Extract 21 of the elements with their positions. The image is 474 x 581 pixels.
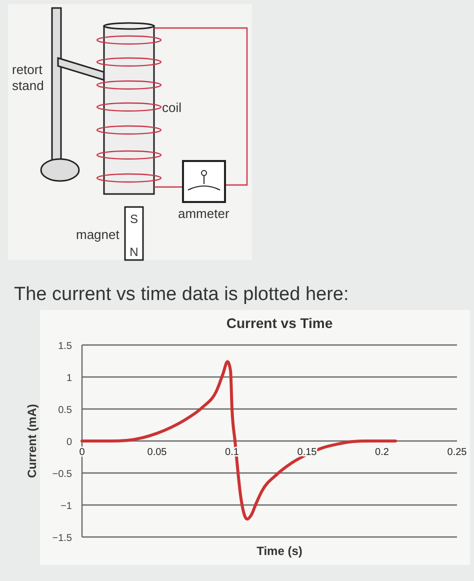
text: magnet bbox=[76, 227, 120, 242]
y-tick-label: −0.5 bbox=[52, 469, 72, 480]
text: ammeter bbox=[178, 206, 230, 221]
text: The current vs time data is plotted here: bbox=[14, 284, 349, 305]
text: N bbox=[130, 245, 138, 259]
y-tick-label: −1.5 bbox=[52, 533, 72, 544]
line-series bbox=[80, 360, 397, 521]
y-tick-label: 1 bbox=[66, 373, 72, 384]
y-tick-label: 1.5 bbox=[58, 341, 72, 352]
x-tick-label: 0.25 bbox=[447, 447, 468, 458]
text: retort stand bbox=[12, 62, 44, 93]
y-tick-label: 0 bbox=[66, 437, 72, 448]
chart-title: Current vs Time bbox=[226, 315, 333, 331]
text: S bbox=[130, 212, 138, 226]
x-tick-label: 0.2 bbox=[375, 447, 390, 458]
y-axis-title: Current (mA) bbox=[25, 404, 39, 478]
x-axis-title: Time (s) bbox=[256, 544, 302, 558]
x-tick-label: 0.05 bbox=[147, 447, 168, 458]
text: coil bbox=[162, 100, 182, 115]
y-tick-label: −1 bbox=[60, 501, 72, 512]
y-tick-label: 0.5 bbox=[58, 405, 72, 416]
